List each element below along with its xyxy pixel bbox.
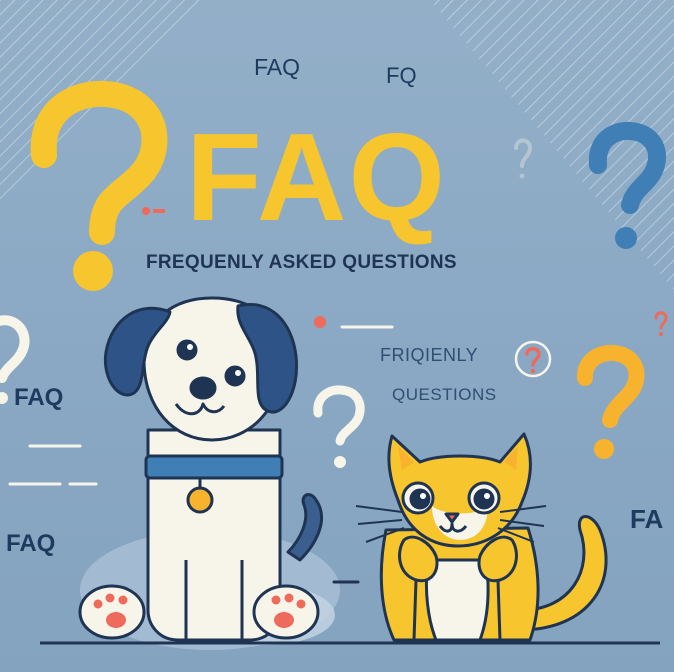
label-faq-right: FA [630,504,664,534]
subtitle-text: FREQUENLY ASKED QUESTIONS [146,252,457,273]
cat-whiskers [355,505,547,543]
cat-nose [444,512,460,524]
dog-paw-right [252,584,320,640]
dot-decoration [142,207,150,215]
label-fq-top: FQ [386,63,417,88]
question-mark-icon-blue [588,121,666,249]
cat-mouth [438,522,468,533]
question-mark-icon-faint [514,138,533,179]
question-mark-icon-circled [514,340,552,378]
dog-mouth [174,402,226,416]
cat-paw-right [477,535,518,583]
label-faq-left-low: FAQ [6,530,56,557]
question-mark-icon-orange [577,344,645,459]
cat-character [355,432,608,642]
dog-character [78,296,323,642]
dog-eye-right [224,365,246,387]
dog-paw-left [78,584,146,640]
dog-tail [286,493,323,562]
label-faq-left: FAQ [14,384,64,411]
cat-paw-left [398,535,439,583]
label-faq-top: FAQ [254,54,301,80]
dog-collar-tag [186,486,214,514]
hatch-pattern-right [430,0,674,290]
question-mark-icon-white [313,385,365,468]
cat-tail [518,515,608,632]
question-mark-icon-large-yellow [30,80,168,291]
dog-nose [189,376,217,400]
dot-decoration [314,316,326,328]
dash-decoration [153,209,165,213]
question-mark-icon-small-coral [654,311,668,336]
dog-collar [144,454,284,480]
question-mark-icon-cream-left [0,315,30,404]
label-friqienly: FRIQIENLY [380,345,479,365]
dog-ear-left [103,306,172,397]
dog-ear-right [236,303,299,414]
cat-head [387,432,532,548]
headline-faq: FAQ [186,109,447,247]
dog-eye-left [176,339,198,361]
label-questions: QUESTIONS [392,385,497,404]
